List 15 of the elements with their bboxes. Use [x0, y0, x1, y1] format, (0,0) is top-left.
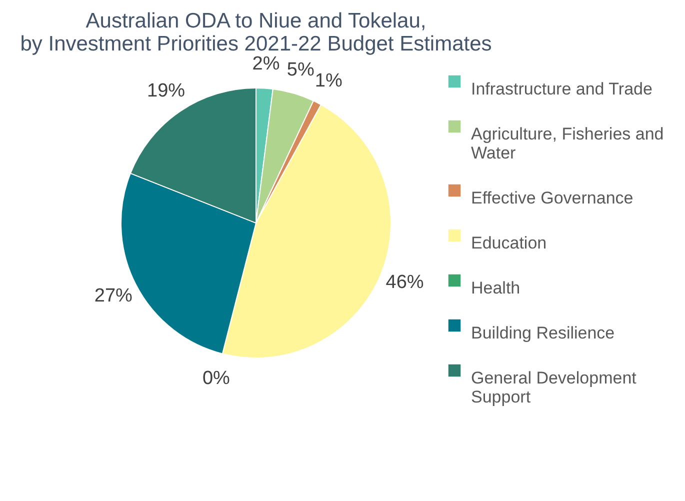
legend-label: Building Resilience [471, 324, 615, 342]
data-label: 1% [314, 70, 342, 92]
text: 0% [202, 368, 230, 389]
legend-label: Effective Governance [471, 188, 634, 208]
legend-label: Education [471, 234, 547, 252]
chart-title: Australian ODA to Niue and Tokelau, by Investment Priorities 2021-22 Budget Estimates [20, 9, 492, 56]
legend-label: Agriculture, Fisheries and Water [471, 124, 664, 162]
legend-label: Health [471, 278, 520, 298]
data-label: 27% [94, 286, 133, 307]
data-label: 46% [386, 272, 424, 293]
data-label: 5% [286, 59, 314, 80]
data-label: 19% [147, 80, 186, 102]
legend-label: Infrastructure and Trade [471, 80, 652, 98]
legend-label: General Development Support [471, 368, 637, 406]
data-label: 2% [252, 53, 280, 74]
